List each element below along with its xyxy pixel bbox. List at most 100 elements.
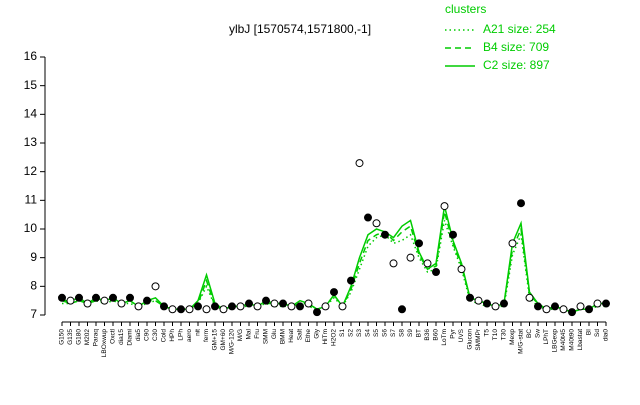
x-tick-label: Cold	[161, 329, 168, 343]
y-tick-label: 15	[24, 78, 38, 92]
x-tick-label: SMM	[263, 329, 270, 344]
y-tick-label: 16	[24, 49, 38, 63]
x-tick-label: Fru	[254, 329, 261, 339]
data-point	[185, 305, 194, 314]
x-tick-label: LoTm	[441, 329, 448, 346]
data-point	[372, 219, 381, 228]
x-tick-label: LPh	[178, 329, 185, 341]
x-tick-label: Pyr	[450, 328, 457, 339]
x-tick-label: S2	[348, 329, 355, 337]
legend-label: A21 size: 254	[483, 22, 556, 36]
data-point	[160, 302, 168, 311]
data-point	[525, 293, 534, 302]
x-tick-label: SMMPr	[475, 328, 482, 351]
data-point	[177, 305, 185, 314]
data-point	[364, 213, 372, 222]
data-point	[100, 296, 109, 305]
data-point	[576, 302, 585, 311]
data-point	[253, 302, 262, 311]
legend-label: C2 size: 897	[483, 58, 550, 72]
x-tick-label: ferm	[203, 329, 210, 342]
x-tick-label: G180	[76, 329, 83, 345]
data-point	[83, 299, 92, 308]
x-tick-label: C90	[144, 329, 151, 341]
x-tick-label: Lbastat	[577, 329, 584, 351]
chart-title: ylbJ [1570574,1571800,-1]	[229, 22, 371, 36]
x-tick-label: Glucon	[467, 329, 474, 350]
data-point	[440, 202, 449, 211]
x-tick-label: S5	[373, 329, 380, 337]
y-tick-label: 11	[25, 193, 38, 207]
x-tick-label: GM+15	[212, 329, 219, 351]
data-point	[75, 293, 83, 302]
data-point	[296, 302, 304, 311]
x-tick-label: S7	[390, 329, 397, 337]
data-point	[151, 282, 160, 291]
x-tick-label: M40t90	[569, 329, 576, 351]
data-point	[491, 302, 500, 311]
x-tick-label: Glu	[271, 329, 278, 340]
x-tick-label: G150	[59, 329, 66, 345]
data-point	[262, 296, 270, 305]
y-tick-label: 7	[30, 307, 37, 321]
data-point	[517, 199, 525, 208]
data-point	[389, 259, 398, 268]
x-tick-label: HiTm	[322, 329, 329, 345]
x-tick-label: Paraq	[93, 329, 100, 347]
x-tick-label: aero	[186, 329, 193, 342]
data-point	[279, 299, 287, 308]
x-tick-label: Diami	[127, 329, 134, 346]
data-point	[551, 302, 559, 311]
x-tick-label: BT	[416, 329, 423, 337]
x-tick-label: T5	[484, 329, 491, 337]
y-tick-label: 10	[24, 221, 38, 235]
data-point	[585, 305, 593, 314]
data-point	[432, 268, 440, 276]
data-point	[321, 302, 330, 311]
x-tick-label: S6	[382, 329, 389, 337]
x-tick-label: BMM	[280, 329, 287, 344]
x-tick-label: M40t45	[560, 329, 567, 351]
y-tick-label: 9	[30, 250, 37, 264]
data-point	[202, 305, 211, 314]
x-tick-label: LBGexp	[552, 329, 559, 353]
x-tick-label: dia15	[118, 329, 125, 345]
x-tick-label: S8	[399, 329, 406, 337]
x-tick-label: dia0	[603, 329, 610, 342]
data-point	[287, 302, 296, 311]
x-tick-label: C30	[152, 329, 159, 341]
y-tick-label: 14	[24, 107, 38, 121]
data-point	[483, 299, 491, 308]
data-point	[466, 293, 474, 302]
y-tick-label: 13	[24, 135, 38, 149]
data-point	[117, 299, 126, 308]
data-point	[109, 293, 117, 302]
data-point	[236, 302, 245, 311]
x-tick-label: S9	[407, 329, 414, 337]
data-point	[423, 259, 432, 268]
x-tick-label: BI	[586, 329, 593, 335]
data-point	[270, 299, 279, 308]
x-tick-label: M/G-stat	[518, 329, 525, 354]
y-tick-label: 8	[30, 279, 37, 293]
data-point	[304, 299, 313, 308]
series-line	[62, 220, 606, 313]
data-point	[593, 299, 602, 308]
x-tick-label: Salt	[297, 329, 304, 340]
x-tick-label: M/G	[237, 329, 244, 341]
data-point	[474, 296, 483, 305]
data-point	[92, 293, 100, 302]
x-tick-label: BC	[526, 329, 533, 338]
data-point	[330, 288, 338, 297]
x-tick-label: M/G-120	[229, 329, 236, 355]
data-point	[194, 302, 202, 311]
data-point	[500, 299, 508, 308]
data-point	[457, 265, 466, 274]
data-point	[134, 302, 143, 311]
x-tick-label: GM+60	[220, 329, 227, 351]
data-point	[338, 302, 347, 311]
data-point	[168, 305, 177, 314]
x-tick-label: dia5	[135, 329, 142, 342]
data-point	[313, 308, 321, 317]
